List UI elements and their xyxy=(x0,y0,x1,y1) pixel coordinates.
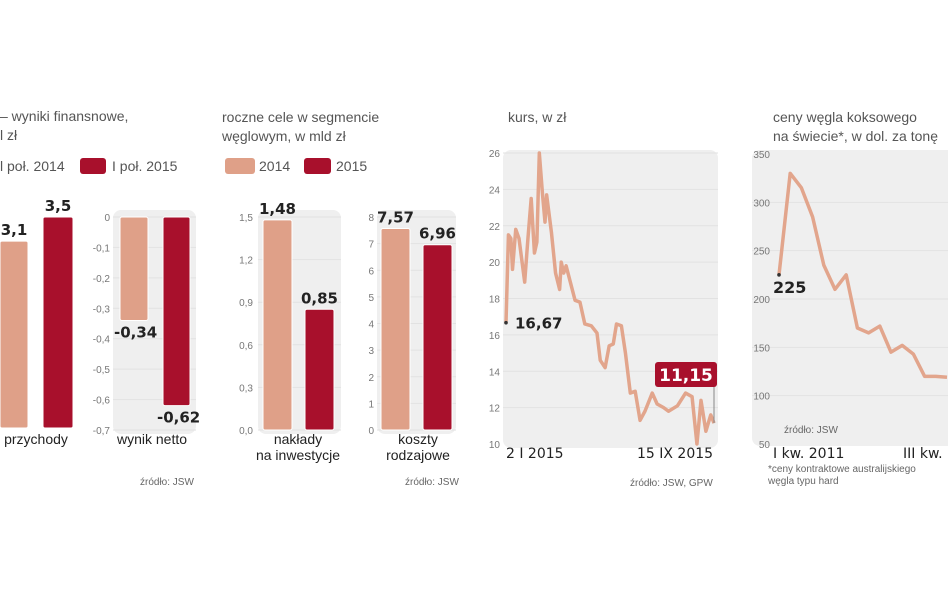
panel4-source: źródło: JSW xyxy=(784,425,838,436)
y-tick-label: -0,5 xyxy=(93,365,111,376)
y-tick-label: 5 xyxy=(368,293,374,304)
value-label: 3,5 xyxy=(45,197,72,215)
legend-label-2015h1: I poł. 2015 xyxy=(112,158,178,174)
y-tick-label: 2 xyxy=(368,373,374,384)
coal-price-line xyxy=(777,171,948,380)
panel1-title-line2: l zł xyxy=(0,127,18,143)
value-label: 7,57 xyxy=(377,208,414,226)
y-tick-label: 16 xyxy=(489,331,501,342)
category-label: rodzajowe xyxy=(386,447,450,463)
y-tick-label: -0,2 xyxy=(93,274,111,285)
y-tick-label: 300 xyxy=(753,198,770,209)
panel4-footnote-line2: węgla typu hard xyxy=(767,476,839,487)
y-tick-label: 150 xyxy=(753,343,770,354)
y-tick-label: 1 xyxy=(368,399,374,410)
value-label: 6,96 xyxy=(419,225,456,243)
bar-2014 xyxy=(262,219,293,431)
y-tick-label: 1,5 xyxy=(239,213,253,224)
y-tick-label: 50 xyxy=(759,440,771,451)
legend-label-2015: 2015 xyxy=(336,158,367,174)
value-label: 3,1 xyxy=(1,221,28,239)
x-axis-label: 2 I 2015 xyxy=(506,446,564,462)
panel1-source: źródło: JSW xyxy=(140,477,194,488)
x-axis-label: 15 IX 2015 xyxy=(637,446,713,462)
y-tick-label: 10 xyxy=(489,440,501,451)
annotation-start-value: 16,67 xyxy=(515,315,562,333)
bar-Ipo2015 xyxy=(162,216,191,407)
legend-label-2014h1: l poł. 2014 xyxy=(0,158,65,174)
y-tick-label: -0,1 xyxy=(93,243,111,254)
y-tick-label: 0,6 xyxy=(239,341,253,352)
panel4-footnote-line1: *ceny kontraktowe australijskiego xyxy=(768,464,916,475)
y-tick-label: 250 xyxy=(753,247,770,258)
category-label: przychody xyxy=(4,431,68,447)
y-tick-label: 0,3 xyxy=(239,383,253,394)
value-label: -0,34 xyxy=(114,323,157,341)
start-point xyxy=(777,273,781,277)
y-tick-label: 0,9 xyxy=(239,298,253,309)
annotation-end-value: 11,15 xyxy=(659,366,713,386)
y-tick-label: 14 xyxy=(489,367,501,378)
legend-swatch-2015 xyxy=(304,158,331,174)
x-axis-label: III kw. 2 xyxy=(903,446,948,462)
y-tick-label: 26 xyxy=(489,149,501,160)
panel4-title-line1: ceny węgla koksowego xyxy=(773,109,917,125)
y-tick-label: 1,2 xyxy=(239,256,253,267)
y-tick-label: 0 xyxy=(104,213,110,224)
bar-lpo2014 xyxy=(0,240,29,429)
y-tick-label: 200 xyxy=(753,295,770,306)
panel4-title-line2: na świecie*, w dol. za tonę xyxy=(773,128,938,144)
value-label: -0,62 xyxy=(157,409,200,427)
panel1-title-line1: – wyniki finansnowe, xyxy=(0,108,128,124)
bar-2014 xyxy=(380,227,411,431)
value-label: 0,85 xyxy=(301,289,338,307)
bar-Ipo2015 xyxy=(42,216,74,429)
y-tick-label: 100 xyxy=(753,392,770,403)
legend-swatch-2014 xyxy=(225,158,255,174)
category-label: koszty xyxy=(398,431,438,447)
panel3-source: źródło: JSW, GPW xyxy=(630,478,713,489)
y-tick-label: 0 xyxy=(368,426,374,437)
y-tick-label: 350 xyxy=(753,150,770,161)
y-tick-label: 8 xyxy=(368,213,374,224)
legend-label-2014: 2014 xyxy=(259,158,290,174)
y-tick-label: 12 xyxy=(489,404,501,415)
bar-lpo2014 xyxy=(119,216,149,321)
price-line xyxy=(504,151,716,446)
panel2-title-line2: węglowym, w mld zł xyxy=(221,128,347,144)
y-tick-label: 22 xyxy=(489,222,501,233)
panel3-title: kurs, w zł xyxy=(508,109,567,125)
category-label: wynik netto xyxy=(116,431,187,447)
panel2-title-line1: roczne cele w segmencie xyxy=(222,109,379,125)
y-tick-label: 7 xyxy=(368,240,374,251)
y-tick-label: -0,7 xyxy=(93,426,111,437)
start-point xyxy=(504,320,508,325)
bar-2015 xyxy=(422,244,453,431)
x-axis-label: I kw. 2011 xyxy=(773,446,844,462)
y-tick-label: 18 xyxy=(489,295,501,306)
panel2-source: źródło: JSW xyxy=(405,477,459,488)
category-label: na inwestycje xyxy=(256,447,340,463)
annotation-start-value: 225 xyxy=(773,278,806,297)
y-tick-label: 24 xyxy=(489,185,501,196)
y-tick-label: 0,0 xyxy=(239,426,253,437)
category-label: nakłady xyxy=(274,431,322,447)
annotation-end-box xyxy=(655,362,717,387)
bar-2015 xyxy=(304,308,335,431)
y-tick-label: 3 xyxy=(368,346,374,357)
y-tick-label: 6 xyxy=(368,266,374,277)
legend-swatch-2015h1 xyxy=(80,158,106,174)
y-tick-label: -0,4 xyxy=(93,335,111,346)
y-tick-label: 20 xyxy=(489,258,501,269)
y-tick-label: -0,6 xyxy=(93,396,111,407)
y-tick-label: -0,3 xyxy=(93,304,111,315)
y-tick-label: 4 xyxy=(368,320,374,331)
value-label: 1,48 xyxy=(259,200,296,218)
